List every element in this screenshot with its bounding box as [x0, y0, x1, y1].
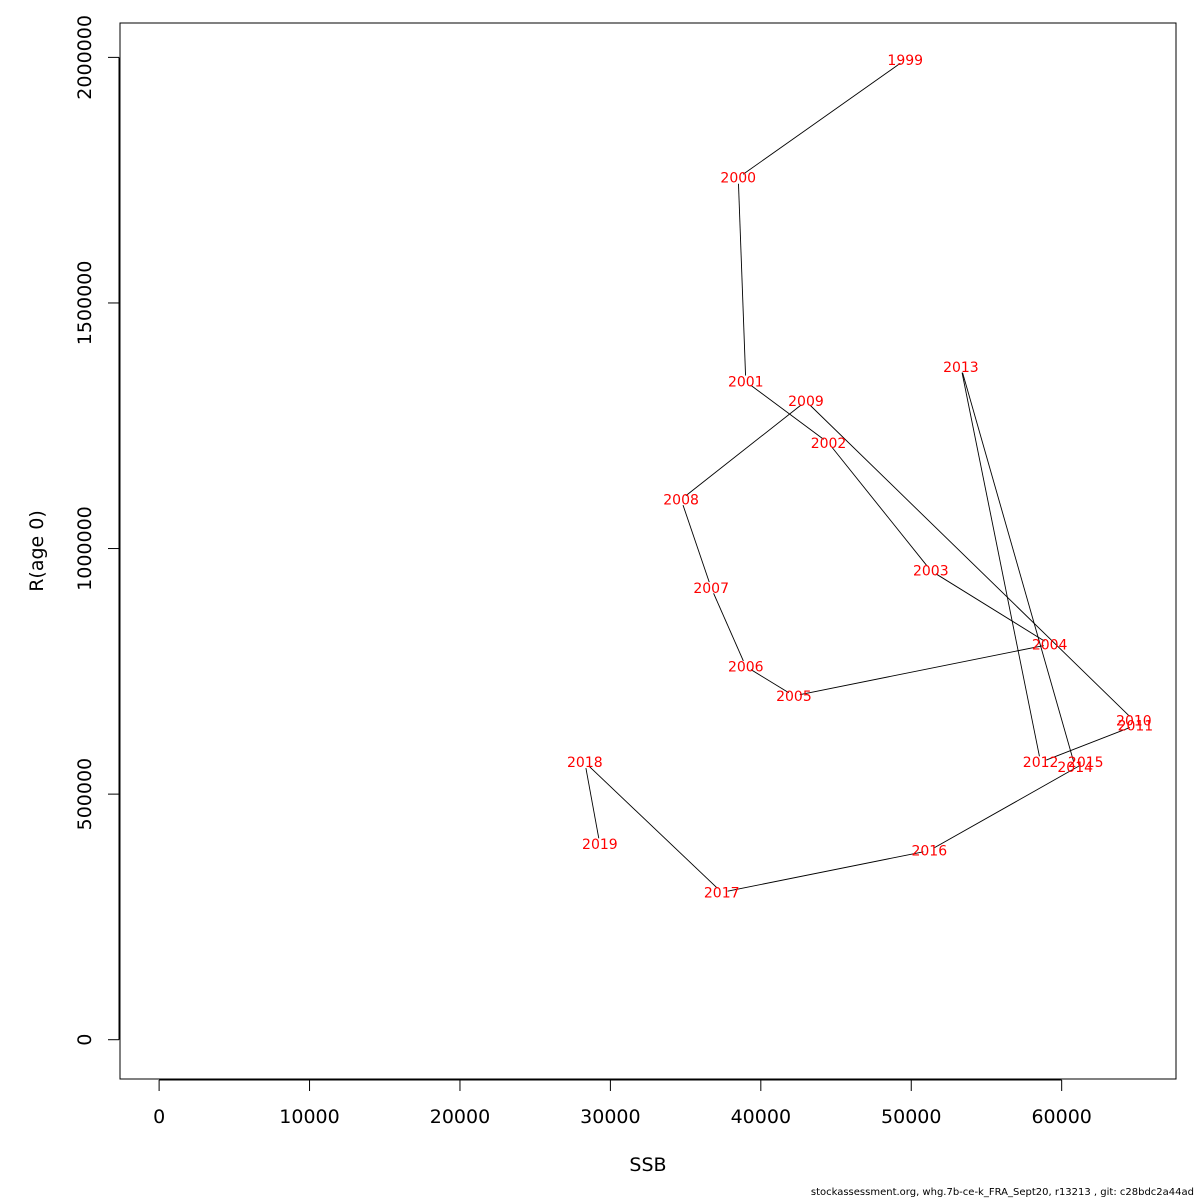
year-point-label: 2005 [776, 689, 812, 705]
x-tick-label: 0 [153, 1106, 165, 1128]
series-segment [962, 372, 1074, 762]
series-segment [934, 764, 1081, 849]
year-point-label: 2003 [913, 564, 949, 580]
year-point-label: 2008 [663, 492, 699, 508]
series-segment [727, 851, 924, 892]
y-tick-label: 500000 [74, 758, 96, 831]
year-point-label: 2013 [943, 360, 979, 376]
year-point-label: 2016 [911, 844, 947, 860]
year-labels: 1999 2000 2001 2002 2003 2004 2005 2006 2007 2008… [567, 53, 1153, 902]
year-point-label: 2012 [1023, 755, 1059, 771]
series-segment [750, 384, 824, 440]
year-point-label: 2011 [1118, 718, 1154, 734]
series-segment [1046, 727, 1130, 761]
year-point-label: 2002 [811, 436, 847, 452]
x-tick-label: 10000 [279, 1106, 339, 1128]
series-segment [831, 447, 928, 567]
series-segment [809, 405, 1130, 717]
y-tick-label: 1500000 [74, 261, 96, 346]
year-point-label: 1999 [887, 53, 923, 69]
series-segment [588, 766, 718, 889]
plot-frame [119, 22, 1177, 1080]
series-segment [961, 372, 1040, 757]
series-segment [799, 645, 1044, 696]
y-axis-title: R(age 0) [26, 510, 48, 592]
year-point-label: 2018 [567, 755, 603, 771]
series-segment [750, 669, 790, 694]
x-tick-label: 30000 [580, 1106, 640, 1128]
series-segment [713, 593, 744, 662]
y-tick-label: 2000000 [74, 15, 96, 100]
series-segment [685, 404, 802, 497]
year-point-label: 2019 [582, 837, 618, 853]
y-tick-label: 0 [74, 1034, 96, 1046]
year-point-label: 2014 [1057, 760, 1093, 776]
series-segment [682, 504, 710, 583]
year-point-label: 2004 [1032, 637, 1068, 653]
year-point-label: 2015 [1068, 755, 1104, 771]
year-point-label: 2009 [788, 394, 824, 410]
series-segment [585, 768, 600, 839]
x-tick-label: 50000 [881, 1106, 941, 1128]
x-tick-label: 40000 [731, 1106, 791, 1128]
year-point-label: 2010 [1116, 713, 1152, 729]
year-point-label: 2017 [704, 885, 740, 901]
year-point-label: 2000 [720, 171, 756, 187]
series-segment [935, 573, 1045, 642]
x-tick-label: 60000 [1031, 1106, 1091, 1128]
x-tick-label: 20000 [430, 1106, 490, 1128]
series-segment [738, 183, 747, 376]
x-axis: 0 10000 20000 30000 40000 50000 60000 [153, 1079, 1092, 1128]
year-point-label: 2007 [693, 581, 729, 597]
y-tick-label: 1000000 [74, 506, 96, 591]
year-point-label: 2006 [728, 659, 764, 675]
x-axis-title: SSB [629, 1154, 666, 1176]
series-segment [742, 62, 901, 175]
year-point-label: 2001 [728, 375, 764, 391]
series-line [585, 62, 1130, 892]
footer-caption: stockassessment.org, whg.7b-ce-k_FRA_Sep… [810, 1187, 1194, 1198]
y-axis: 0 500000 1000000 1500000 2000000 [74, 15, 120, 1046]
